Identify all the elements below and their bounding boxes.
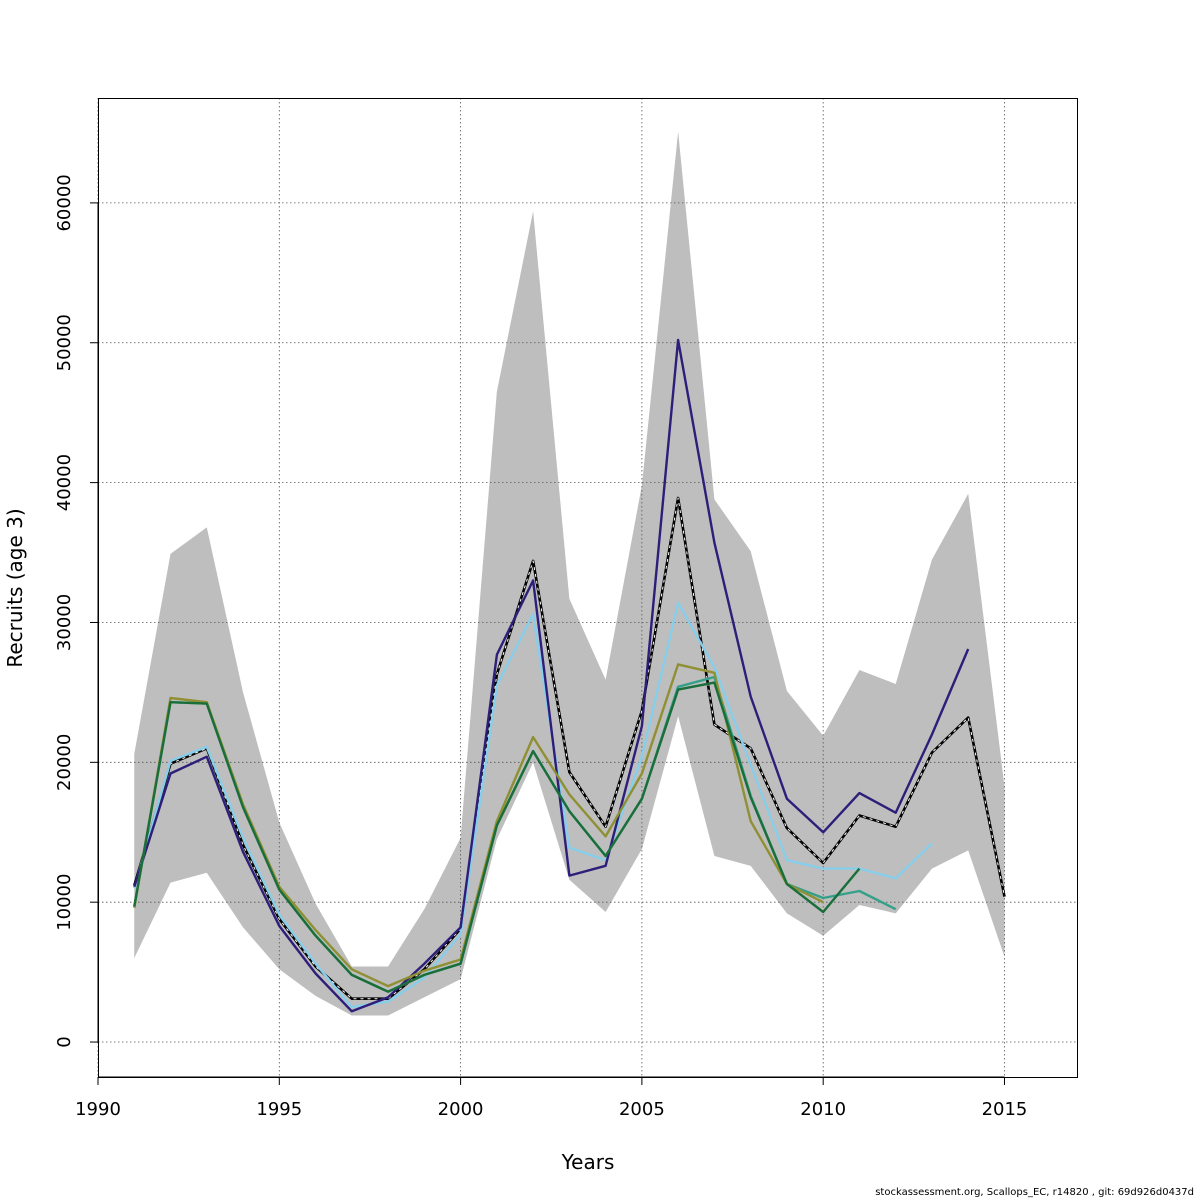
y-tick-label: 30000 — [54, 594, 75, 651]
series-layer — [133, 338, 1006, 1013]
y-tick-label: 20000 — [54, 734, 75, 791]
x-tick-label: 1995 — [256, 1099, 302, 1120]
x-tick-label: 2000 — [438, 1099, 484, 1120]
y-tick-label: 50000 — [54, 314, 75, 371]
footer-note: stockassessment.org, Scallops_EC, r14820… — [875, 1187, 1194, 1198]
axis-layer: 1990 1995 2000 2005 2010 2015 0 10000 20000 30000… — [54, 174, 1027, 1120]
y-axis-label: Recruits (age 3) — [3, 508, 27, 667]
x-axis-label: Years — [561, 1150, 615, 1174]
series-line-1 — [133, 601, 933, 1009]
series-line-0-dash — [133, 497, 1005, 1000]
series-line-2 — [133, 338, 970, 1013]
y-tick-label: 0 — [54, 1036, 75, 1047]
confidence-band — [134, 131, 1005, 1016]
x-tick-label: 2010 — [800, 1099, 846, 1120]
x-tick-label: 2015 — [982, 1099, 1028, 1120]
x-tick-label: 2005 — [619, 1099, 665, 1120]
y-tick-label: 10000 — [54, 874, 75, 931]
x-tick-label: 1990 — [75, 1099, 121, 1120]
y-tick-label: 40000 — [54, 454, 75, 511]
grid-layer — [97, 98, 1077, 1077]
series-line-5 — [133, 681, 861, 993]
confidence-band-layer — [134, 131, 1005, 1016]
y-tick-label: 60000 — [54, 174, 75, 231]
